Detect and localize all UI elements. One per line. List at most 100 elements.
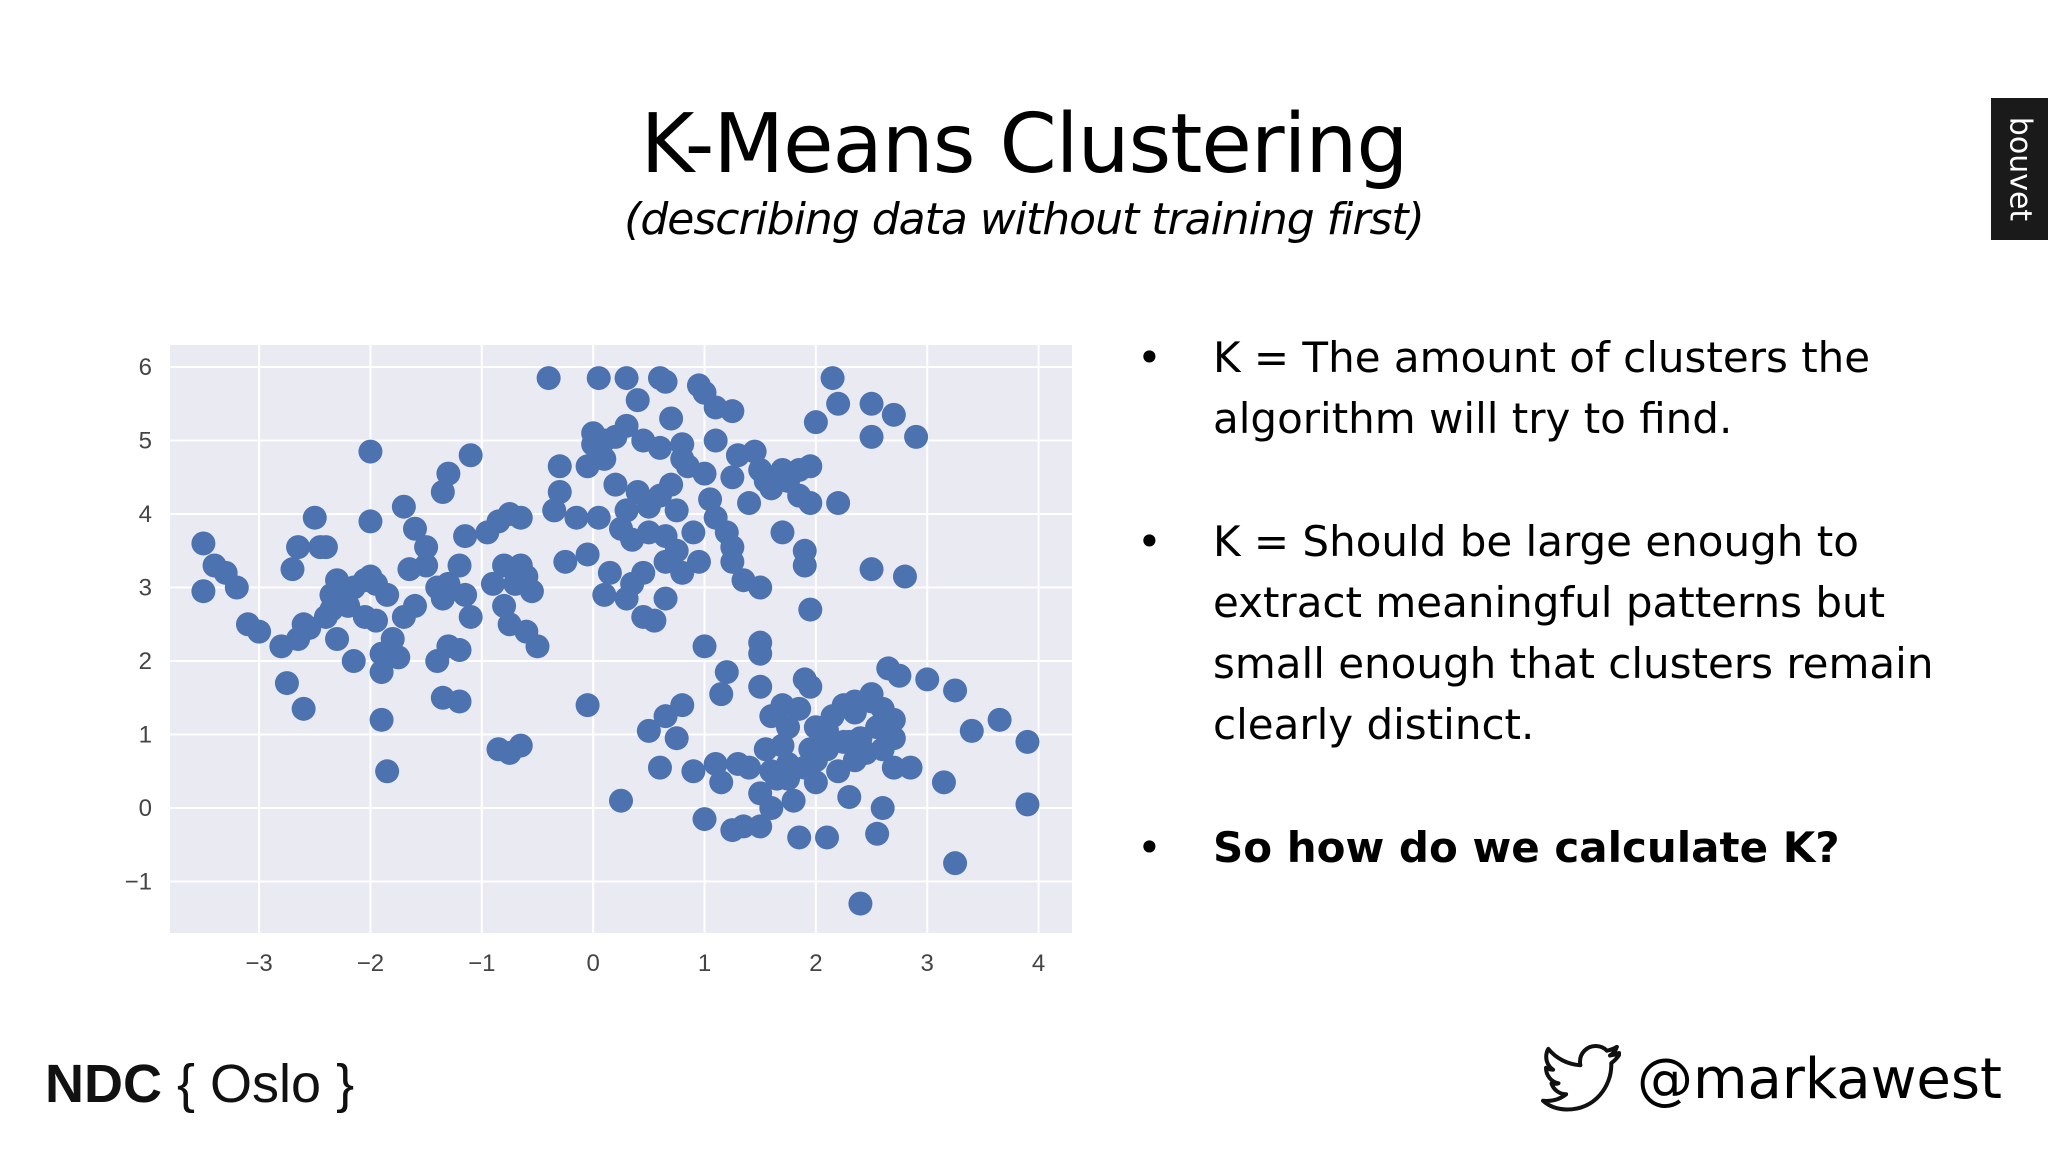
data-point xyxy=(358,509,383,534)
data-point xyxy=(547,454,572,479)
scatter-chart: −3 −2 −1 0 1 2 3 4 −1 0 1 2 3 4 5 6 xyxy=(125,345,1072,977)
data-point xyxy=(720,818,745,843)
data-point xyxy=(447,638,472,663)
y-tick-label: 0 xyxy=(139,795,152,822)
data-point xyxy=(447,689,472,714)
data-point xyxy=(191,579,216,604)
data-point xyxy=(737,755,762,780)
data-point xyxy=(586,366,611,391)
data-point xyxy=(191,531,216,556)
data-point xyxy=(664,726,689,751)
data-point xyxy=(714,660,739,685)
data-point xyxy=(414,535,439,560)
x-tick-label: −3 xyxy=(245,950,272,977)
data-point xyxy=(915,667,940,692)
data-point xyxy=(742,439,767,464)
bullet-item: • K = Should be large enough to extract … xyxy=(1135,511,1995,755)
data-point xyxy=(247,619,272,644)
data-point xyxy=(859,557,884,582)
data-point xyxy=(859,682,884,707)
data-point xyxy=(313,535,338,560)
data-point xyxy=(508,505,533,530)
data-point xyxy=(575,693,600,718)
data-point xyxy=(480,571,505,596)
data-point xyxy=(798,454,823,479)
data-point xyxy=(748,674,773,699)
data-point xyxy=(609,788,633,813)
data-point xyxy=(837,729,862,754)
data-point xyxy=(291,696,316,721)
data-point xyxy=(386,645,411,670)
data-point xyxy=(748,814,773,839)
data-point xyxy=(625,388,650,413)
data-point xyxy=(436,461,461,486)
data-point xyxy=(647,755,672,780)
data-point xyxy=(653,704,678,729)
data-point xyxy=(380,627,405,651)
logo-oslo-text: { Oslo } xyxy=(177,1054,355,1114)
slide-title: K-Means Clustering xyxy=(640,97,1409,192)
data-point xyxy=(425,649,450,674)
data-point xyxy=(898,755,923,780)
data-point xyxy=(776,766,801,791)
data-point xyxy=(859,424,884,449)
data-point xyxy=(670,446,695,471)
data-point xyxy=(369,707,394,732)
data-point xyxy=(430,480,455,504)
data-point xyxy=(826,391,851,416)
data-point xyxy=(369,660,394,685)
data-point xyxy=(453,582,478,607)
data-point xyxy=(848,891,873,916)
data-point xyxy=(748,641,773,666)
data-point xyxy=(959,718,984,743)
data-point xyxy=(358,439,383,464)
data-point xyxy=(943,678,968,703)
data-point xyxy=(720,549,745,574)
data-point xyxy=(748,575,773,600)
brand-tab-label: bouvet xyxy=(2002,116,2037,222)
data-point xyxy=(547,480,572,504)
bullet-dot: • xyxy=(1137,823,1162,872)
y-tick-label: 2 xyxy=(139,648,152,675)
data-point xyxy=(681,759,706,784)
x-tick-label: −2 xyxy=(357,950,384,977)
data-point xyxy=(447,553,472,578)
x-tick-label: −1 xyxy=(468,950,495,977)
data-point xyxy=(681,520,706,545)
bullet-list: • K = The amount of clusters the algorit… xyxy=(1135,327,1995,940)
y-tick-label: 4 xyxy=(139,501,152,528)
y-tick-label: −1 xyxy=(125,869,152,896)
data-point xyxy=(709,770,734,795)
bullet-text: K = The amount of clusters the algorithm… xyxy=(1213,333,1871,443)
data-point xyxy=(692,634,717,659)
bullet-text: So how do we calculate K? xyxy=(1213,823,1840,872)
bullet-item: • So how do we calculate K? xyxy=(1135,817,1995,878)
data-point xyxy=(803,770,828,795)
data-point xyxy=(492,553,517,578)
data-point xyxy=(904,424,929,449)
data-point xyxy=(492,593,517,618)
data-point xyxy=(614,413,639,438)
x-tick-label: 4 xyxy=(1032,950,1045,977)
data-point xyxy=(753,468,778,493)
data-point xyxy=(837,785,862,810)
x-tick-label: 3 xyxy=(921,950,934,977)
data-point xyxy=(375,759,400,784)
data-point xyxy=(508,733,533,758)
data-point xyxy=(881,755,906,780)
data-point xyxy=(720,465,745,490)
data-point xyxy=(325,627,350,651)
data-point xyxy=(536,366,561,391)
data-point xyxy=(414,553,439,578)
data-point xyxy=(870,796,895,821)
data-point xyxy=(575,454,600,479)
data-point xyxy=(458,443,483,468)
data-point xyxy=(798,674,823,699)
data-point xyxy=(564,505,589,530)
y-tick-label: 3 xyxy=(139,575,152,602)
bullet-text: K = Should be large enough to extract me… xyxy=(1213,517,1934,749)
data-point xyxy=(887,663,912,688)
twitter-handle: @markawest xyxy=(1540,1042,2002,1116)
data-point xyxy=(297,615,322,640)
